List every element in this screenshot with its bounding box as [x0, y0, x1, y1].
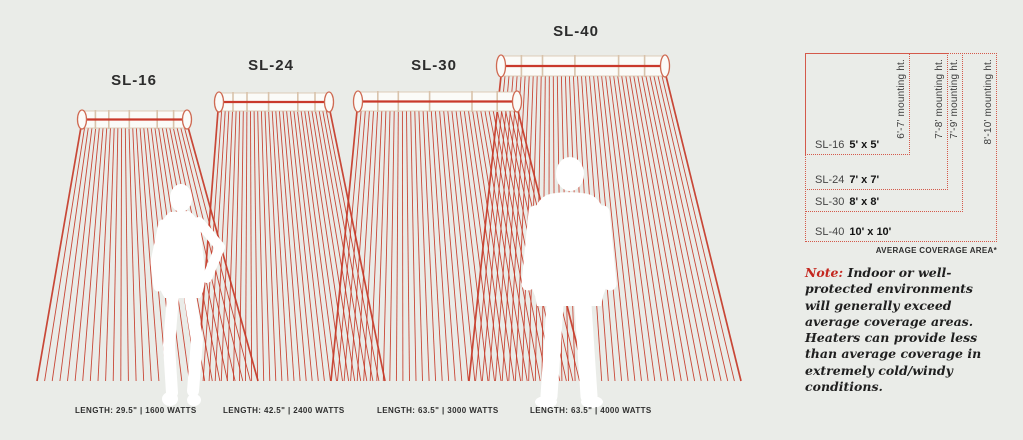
coverage-row-sl16: SL-16 5' x 5'	[815, 139, 879, 151]
person-silhouette-small	[150, 184, 225, 406]
spec-label-sl16: LENGTH: 29.5" | 1600 WATTS	[75, 406, 197, 415]
heater-tube-sl-24	[213, 91, 335, 113]
heater-tube-sl-40	[495, 54, 671, 78]
coverage-size-sl16: 5' x 5'	[849, 139, 880, 151]
coverage-row-sl24: SL-24 7' x 7'	[815, 174, 879, 186]
heater-tube-sl-30	[352, 90, 523, 113]
coverage-model-sl30: SL-30	[815, 196, 845, 208]
coverage-row-sl30: SL-30 8' x 8'	[815, 196, 879, 208]
coverage-size-sl30: 8' x 8'	[849, 196, 880, 208]
spec-label-sl24: LENGTH: 42.5" | 2400 WATTS	[223, 406, 345, 415]
heater-tube-sl-16	[76, 109, 193, 130]
coverage-model-sl24: SL-24	[815, 174, 845, 186]
mounting-height-label-sl40: 8'-10' mounting ht.	[983, 59, 994, 145]
coverage-model-sl40: SL-40	[815, 226, 845, 238]
note-text: Indoor or well-protected environments wi…	[805, 265, 982, 394]
note-block: Note: Indoor or well-protected environme…	[805, 265, 1002, 395]
heater-title-sl30: SL-30	[411, 57, 457, 74]
coverage-box-sl40: SL-40 10' x 10' 8'-10' mounting ht.	[805, 53, 997, 242]
coverage-box-sl16: SL-16 5' x 5' 6'-7' mounting ht.	[805, 53, 910, 155]
spec-label-sl30: LENGTH: 63.5" | 3000 WATTS	[377, 406, 499, 415]
mounting-height-label-sl24: 7'-8' mounting ht.	[934, 59, 945, 139]
note-label: Note:	[805, 265, 844, 280]
spec-label-sl40: LENGTH: 63.5" | 4000 WATTS	[530, 406, 652, 415]
mounting-height-label-sl30: 7'-9' mounting ht.	[949, 59, 960, 139]
heat-rays-sl-24	[196, 110, 386, 382]
heater-title-sl24: SL-24	[248, 57, 294, 74]
coverage-footnote: AVERAGE COVERAGE AREA*	[875, 246, 997, 255]
coverage-size-sl24: 7' x 7'	[849, 174, 880, 186]
coverage-model-sl16: SL-16	[815, 139, 845, 151]
person-silhouette-large	[521, 157, 617, 408]
heat-rays-sl-16	[36, 126, 259, 382]
heater-title-sl16: SL-16	[111, 72, 157, 89]
coverage-row-sl40: SL-40 10' x 10'	[815, 226, 891, 238]
mounting-height-label-sl16: 6'-7' mounting ht.	[896, 59, 907, 139]
heater-title-sl40: SL-40	[553, 23, 599, 40]
heat-rays-sl-30	[330, 110, 587, 382]
coverage-size-sl40: 10' x 10'	[849, 226, 892, 238]
